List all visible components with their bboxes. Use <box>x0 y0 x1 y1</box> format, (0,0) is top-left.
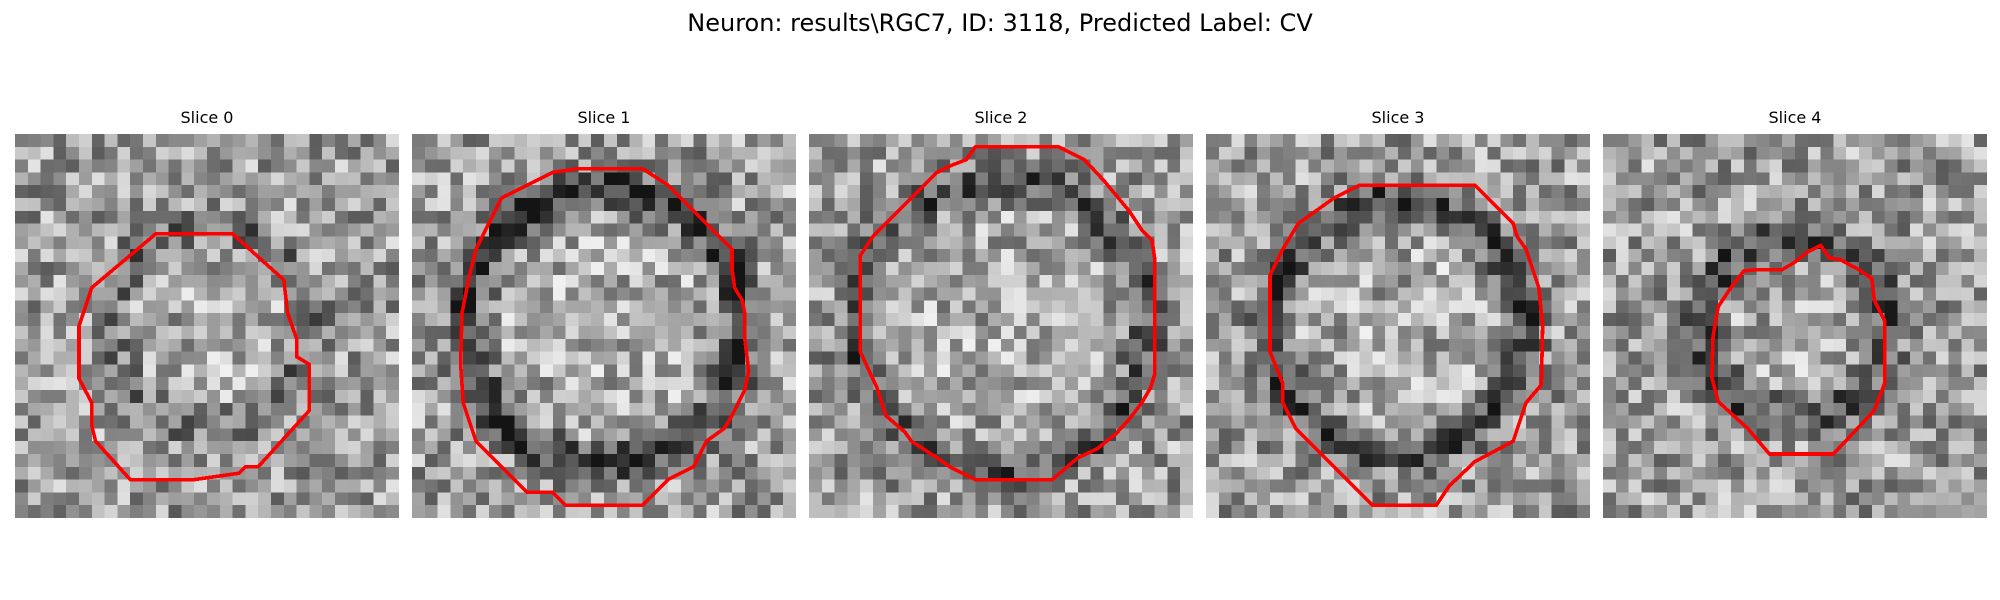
slice-panel-0: Slice 0 <box>15 108 399 518</box>
cell-contour <box>1710 243 1887 456</box>
slice-image <box>15 134 399 518</box>
slice-image <box>809 134 1193 518</box>
slice-title: Slice 2 <box>974 108 1028 127</box>
figure-title: Neuron: results\RGC7, ID: 3118, Predicte… <box>687 9 1313 37</box>
slice-panel-1: Slice 1 <box>412 108 796 518</box>
slice-title: Slice 3 <box>1371 108 1425 127</box>
slice-image <box>1603 134 1987 518</box>
slice-title: Slice 4 <box>1768 108 1822 127</box>
slice-panel-3: Slice 3 <box>1206 108 1590 518</box>
slice-title: Slice 0 <box>180 108 234 127</box>
slice-title: Slice 1 <box>577 108 631 127</box>
slice-panel-2: Slice 2 <box>809 108 1193 518</box>
cell-contour <box>77 232 312 482</box>
slice-image <box>412 134 796 518</box>
cell-contour <box>458 166 751 507</box>
slice-panel-4: Slice 4 <box>1603 108 1987 518</box>
cell-contour <box>858 145 1157 482</box>
slice-image <box>1206 134 1590 518</box>
cell-contour <box>1268 183 1545 507</box>
